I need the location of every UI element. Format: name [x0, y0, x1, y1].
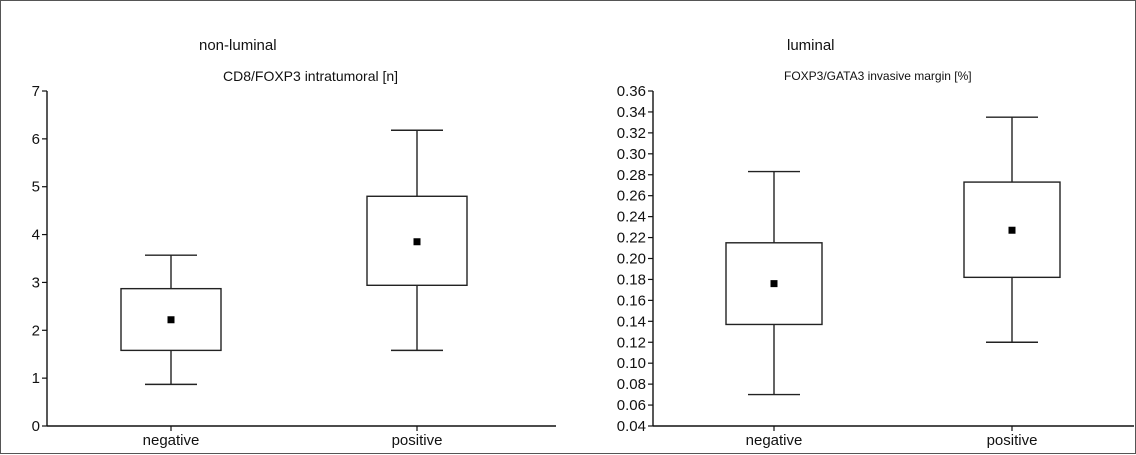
panel2-y-tick-label: 0.14	[617, 313, 646, 330]
panel2-y-tick-label: 0.10	[617, 355, 646, 372]
panel1-y-tick-label: 3	[32, 274, 40, 291]
panel1-y-tick-label: 0	[32, 418, 40, 435]
panel1-y-tick-label: 7	[32, 83, 40, 100]
panel2-x-tick-label: positive	[987, 432, 1038, 449]
panel1-y-tick-label: 2	[32, 322, 40, 339]
panel1-group-label: non-luminal	[199, 37, 277, 54]
panel2-y-tick-label: 0.30	[617, 146, 646, 163]
panel2-y-tick-label: 0.36	[617, 83, 646, 100]
panel2-y-tick-label: 0.34	[617, 104, 646, 121]
panel2-group-label: luminal	[787, 37, 835, 54]
panel2-y-tick-label: 0.24	[617, 209, 646, 226]
panel2-y-tick-label: 0.04	[617, 418, 646, 435]
panel2-x-tick-label: negative	[746, 432, 803, 449]
panel2-y-tick-label: 0.08	[617, 376, 646, 393]
panel2-y-tick-label: 0.18	[617, 271, 646, 288]
panel1-y-tick-label: 1	[32, 370, 40, 387]
panel2-y-tick-label: 0.20	[617, 251, 646, 268]
panel1-center-marker-negative	[167, 316, 175, 324]
panel1-y-tick-label: 5	[32, 179, 40, 196]
panel1-x-tick-label: negative	[143, 432, 200, 449]
panel2-y-tick-label: 0.22	[617, 230, 646, 247]
panel2-center-marker-positive	[1008, 226, 1016, 234]
panel1-x-tick-label: positive	[392, 432, 443, 449]
panel1-center-marker-positive	[413, 238, 421, 246]
panel2-y-tick-label: 0.28	[617, 167, 646, 184]
panel2-center-marker-negative	[770, 280, 778, 288]
panel2-y-tick-label: 0.32	[617, 125, 646, 142]
panel2-y-tick-label: 0.12	[617, 334, 646, 351]
panel2-y-tick-label: 0.16	[617, 292, 646, 309]
panel2-y-tick-label: 0.26	[617, 188, 646, 205]
panel2-chart-title: FOXP3/GATA3 invasive margin [%]	[784, 69, 972, 83]
panel1-chart-title: CD8/FOXP3 intratumoral [n]	[223, 68, 398, 84]
panel1-y-tick-label: 4	[32, 227, 40, 244]
panel1-y-tick-label: 6	[32, 131, 40, 148]
panel2-y-tick-label: 0.06	[617, 397, 646, 414]
